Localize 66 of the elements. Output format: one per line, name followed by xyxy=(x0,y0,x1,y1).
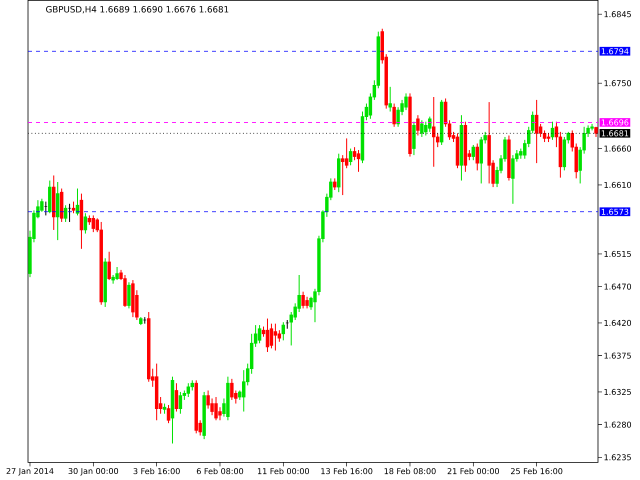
candlestick xyxy=(301,291,305,309)
candlestick xyxy=(162,402,166,414)
candlestick xyxy=(404,92,408,110)
y-tick-label: 1.6515 xyxy=(604,250,631,257)
ref-line-label: 1.6696 xyxy=(602,119,628,126)
candlestick xyxy=(412,121,416,156)
ref-line-label: 1.6681 xyxy=(602,130,628,136)
candlestick xyxy=(274,322,278,351)
ref-line-label: 1.6794 xyxy=(602,48,628,54)
ref-line-label: 1.6573 xyxy=(602,208,628,215)
candlestick xyxy=(542,130,546,142)
candlestick xyxy=(64,204,68,222)
candlestick xyxy=(388,86,392,112)
y-tick-label: 1.6235 xyxy=(604,454,631,460)
candlestick xyxy=(127,282,131,309)
x-tick-label: 3 Feb 16:00 xyxy=(134,468,180,474)
candlestick xyxy=(218,406,222,421)
x-tick-label: 11 Feb 00:00 xyxy=(258,468,310,474)
candlestick xyxy=(210,398,214,416)
y-tick-label: 1.6660 xyxy=(604,145,632,152)
y-tick-label: 1.6280 xyxy=(604,421,632,428)
candlestick xyxy=(230,378,234,400)
candlestick xyxy=(178,391,182,414)
y-tick-label: 1.6375 xyxy=(604,352,631,358)
candlestick xyxy=(84,212,88,234)
x-tick-label: 27 Jan 2014 xyxy=(6,468,54,476)
candlestick xyxy=(92,214,96,232)
y-tick-label: 1.6470 xyxy=(604,283,632,290)
candlestick xyxy=(88,214,92,226)
candlestick xyxy=(428,116,432,132)
candlestick xyxy=(476,142,479,171)
candlestick xyxy=(270,322,274,349)
candlestick xyxy=(424,121,428,136)
candlestick xyxy=(214,396,218,421)
candlestick xyxy=(511,154,515,204)
x-tick-label: 25 Feb 16:00 xyxy=(510,468,562,474)
x-tick-label: 21 Feb 00:00 xyxy=(448,468,500,474)
y-tick-label: 1.6750 xyxy=(604,80,632,86)
candlestick xyxy=(472,144,476,161)
y-tick-label: 1.6420 xyxy=(604,320,632,326)
candlestick xyxy=(480,136,483,184)
text: GBPUSD,H4 1.6689 1.6690 1.6676 1.6681 xyxy=(46,6,228,14)
candlestick xyxy=(416,114,420,136)
candlestick xyxy=(392,102,396,128)
candlestick xyxy=(258,324,262,344)
candlestick xyxy=(420,120,424,138)
x-tick-label: 18 Feb 08:00 xyxy=(384,468,436,474)
y-tick-label: 1.6325 xyxy=(604,388,631,395)
y-tick-label: 1.6610 xyxy=(604,182,632,188)
candlestick xyxy=(348,148,352,166)
x-tick-label: 6 Feb 08:00 xyxy=(196,468,244,474)
candlestick xyxy=(344,138,348,169)
candlestick xyxy=(174,382,178,412)
candlestick xyxy=(340,154,344,196)
candlestick xyxy=(305,296,309,309)
candlestick xyxy=(107,251,111,280)
x-tick-label: 13 Feb 16:00 xyxy=(321,468,372,474)
candlestick xyxy=(534,99,538,164)
candlestick xyxy=(333,178,336,190)
y-tick-label: 1.6845 xyxy=(604,10,631,18)
candlestick xyxy=(56,181,60,240)
candlestick xyxy=(432,96,436,168)
candlestick xyxy=(282,322,286,341)
x-tick-label: 30 Jan 00:00 xyxy=(68,468,118,476)
candlestick xyxy=(186,382,190,398)
candlestick xyxy=(115,266,119,280)
